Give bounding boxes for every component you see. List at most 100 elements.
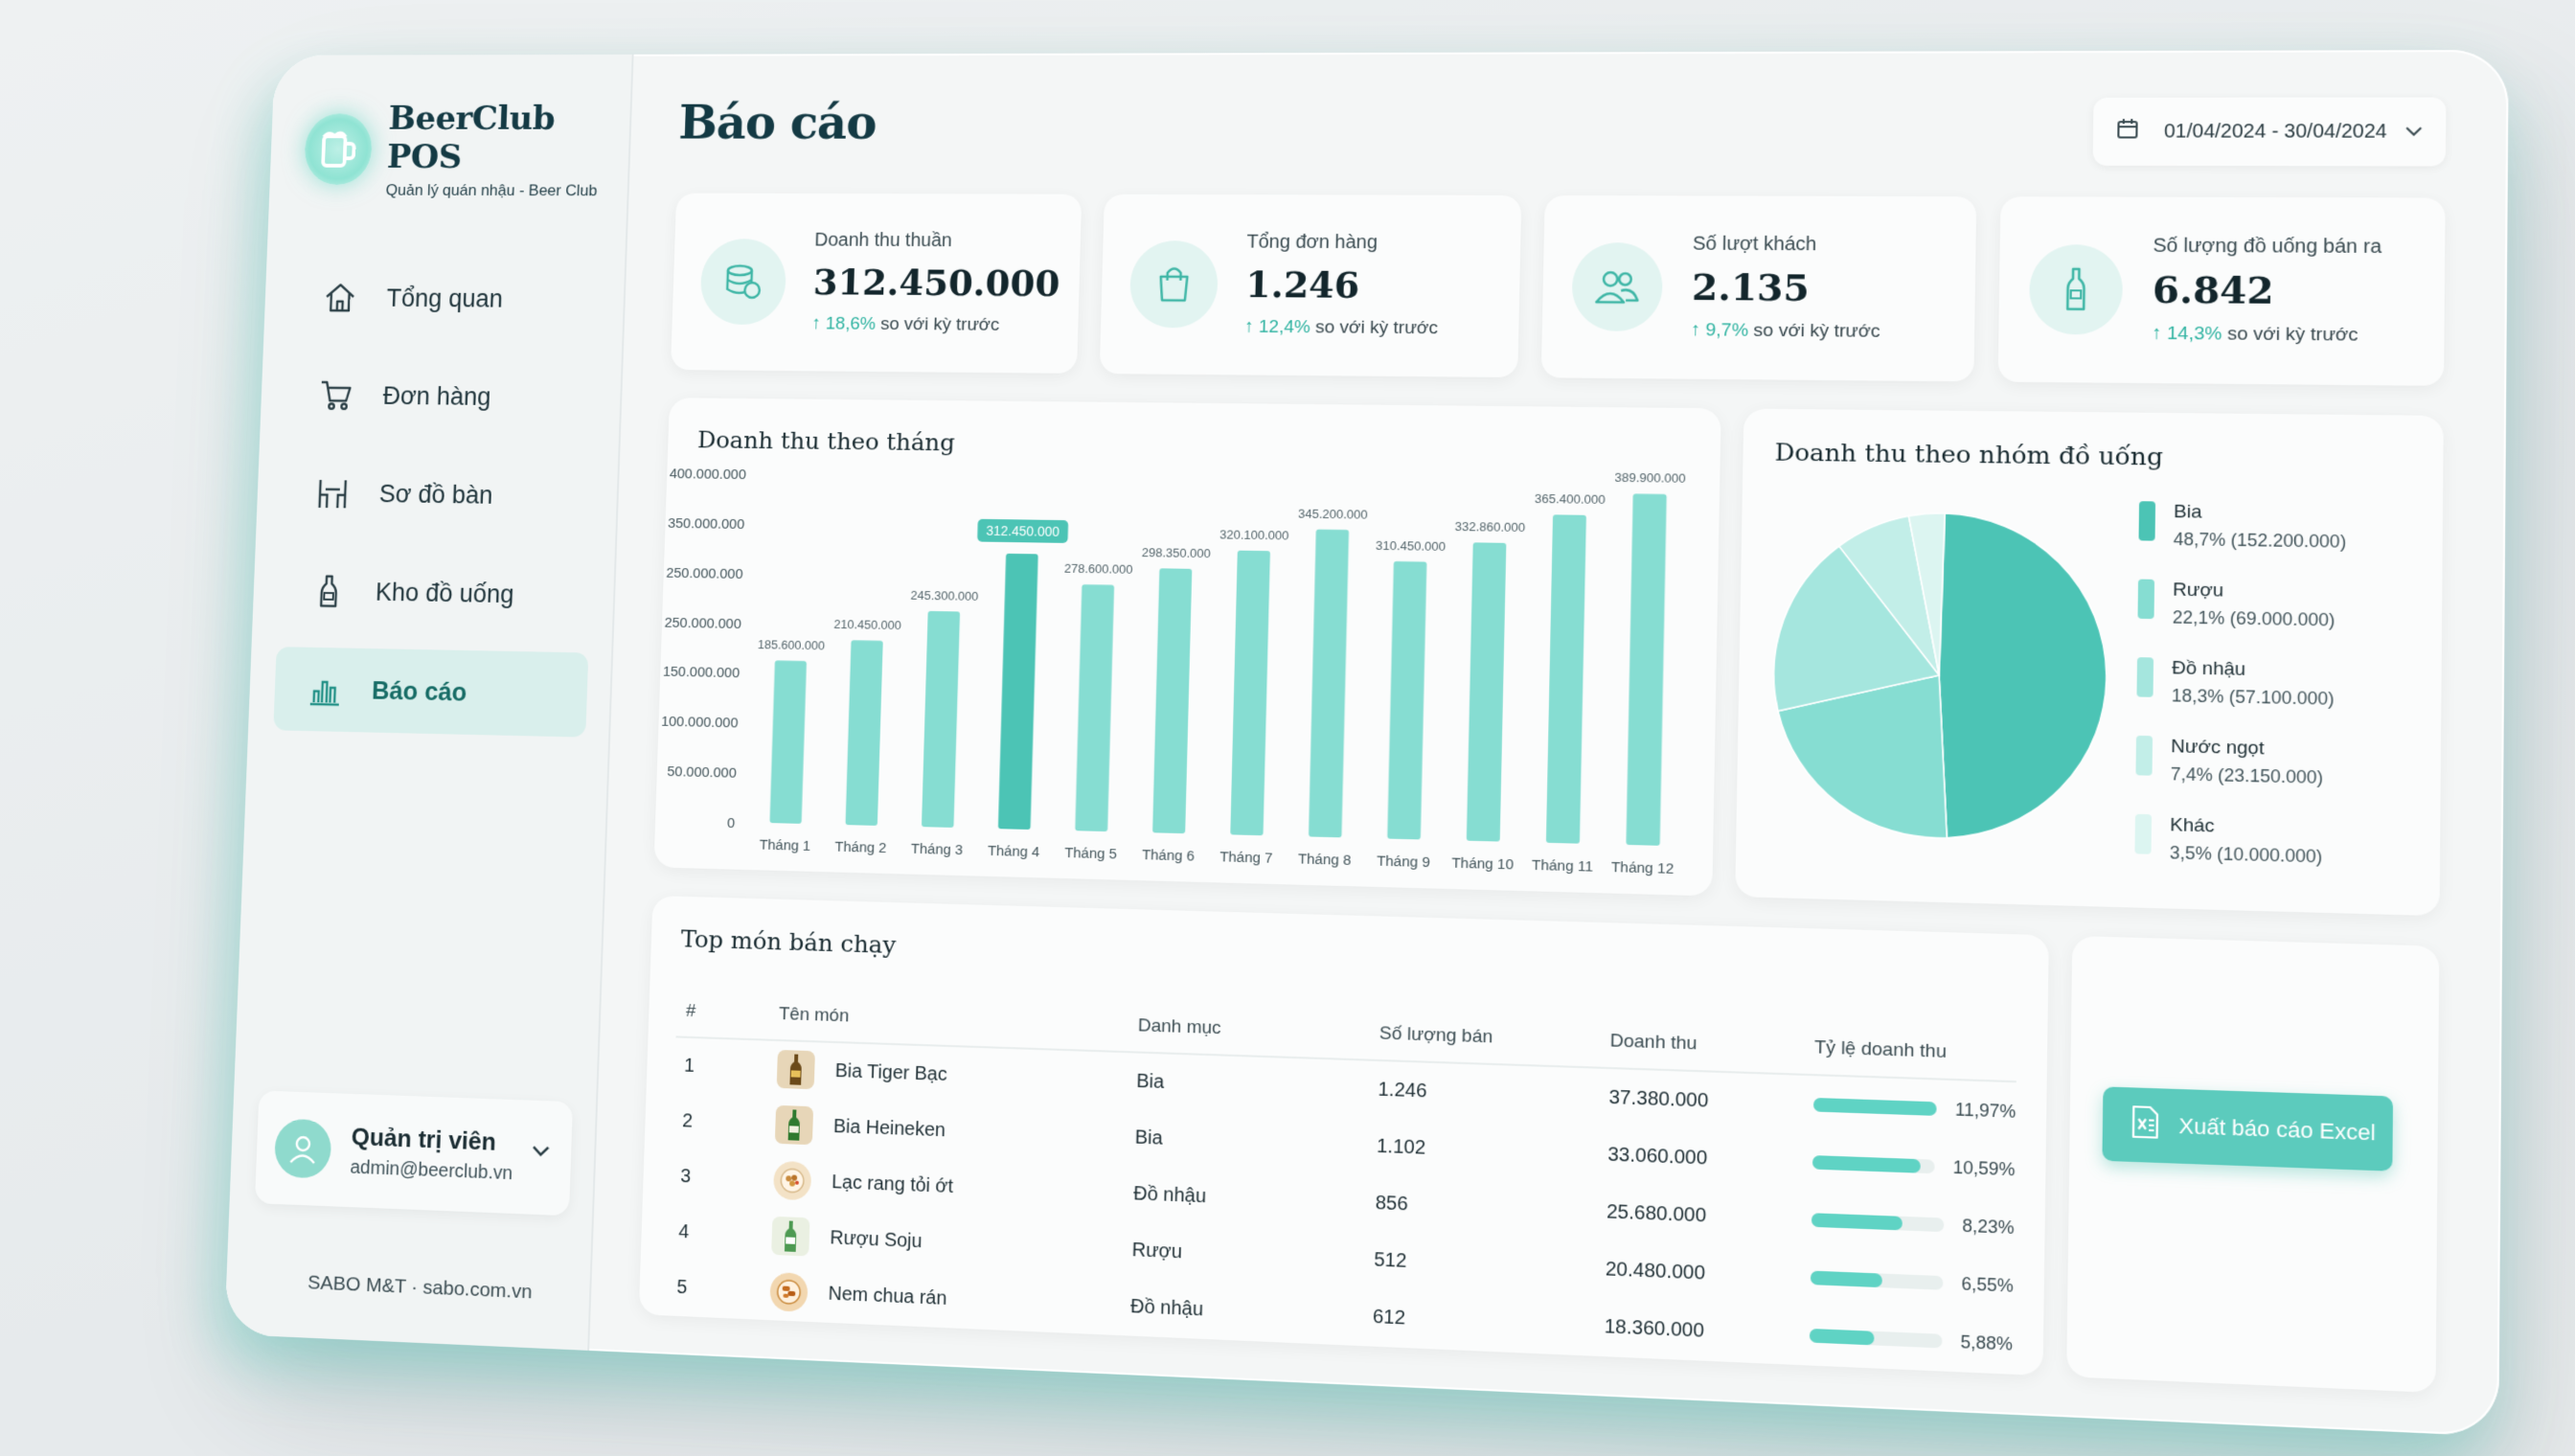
header-category[interactable]: Danh mục [1138,1015,1380,1044]
monthly-revenue-chart: Doanh thu theo tháng 400.000.000 350.000.… [653,398,1720,896]
kpi-customers[interactable]: Số lượt khách 2.135 ↑ 9,7% so với kỳ trư… [1541,195,1976,381]
kpi-drinks-sold[interactable]: Số lượng đồ uống bán ra 6.842 ↑ 14,3% so… [1997,196,2446,386]
export-label: Xuất báo cáo Excel [2178,1113,2376,1147]
item-revenue: 20.480.000 [1606,1258,1811,1289]
users-icon [1571,242,1663,331]
bar-value-label: 332.860.000 [1455,520,1526,535]
brand[interactable]: BeerClub POS Quản lý quán nhậu - Beer Cl… [303,99,630,200]
legend-value: 48,7% (152.200.000) [2174,530,2347,553]
sidebar-item-reports[interactable]: Báo cáo [273,647,588,738]
legend-item: Rượu 22,1% (69.000.000) [2137,580,2345,631]
sidebar-item-inventory[interactable]: Kho đồ uống [277,549,592,638]
x-tick-label: Tháng 1 [759,837,810,854]
item-revenue: 25.680.000 [1607,1200,1812,1231]
item-name: Bia Tiger Bạc [834,1059,947,1085]
bar-value-label: 389.900.000 [1614,471,1685,486]
kpi-value: 312.450.000 [812,261,1060,305]
bar-value-label: 185.600.000 [758,638,825,652]
kpi-net-revenue[interactable]: Doanh thu thuần 312.450.000 ↑ 18,6% so v… [671,193,1082,374]
item-quantity: 512 [1374,1249,1606,1281]
sidebar: BeerClub POS Quản lý quán nhậu - Beer Cl… [224,55,633,1351]
kpi-delta: ↑ 14,3% so với kỳ trước [2152,324,2381,347]
legend-name: Bia [2174,502,2347,526]
bar-7[interactable] [1230,551,1270,836]
header-share[interactable]: Tỷ lệ doanh thu [1814,1037,2017,1066]
date-range-value: 01/04/2024 - 30/04/2024 [2164,121,2387,144]
bar-value-label: 345.200.000 [1298,507,1368,521]
legend-swatch [2135,736,2153,776]
bar-value-label: 298.350.000 [1142,546,1211,560]
user-email: admin@beerclub.vn [350,1157,513,1185]
item-category: Bia [1134,1126,1377,1158]
share-value: 5,88% [1960,1331,2013,1354]
bar-value-label: 365.400.000 [1535,492,1606,507]
sidebar-item-table-map[interactable]: Sơ đồ bàn [281,451,595,539]
pie-slice-1[interactable] [1937,513,2108,842]
x-tick-label: Tháng 2 [834,839,886,856]
bar-5[interactable] [1075,584,1114,831]
chevron-down-icon[interactable] [531,1144,552,1163]
legend-value: 22,1% (69.000.000) [2173,607,2336,631]
bar-12[interactable] [1626,494,1666,846]
x-tick-label: Tháng 3 [911,841,963,858]
sidebar-item-overview[interactable]: Tổng quan [288,256,602,341]
y-tick-label: 350.000.000 [668,516,745,533]
y-tick-label: 250.000.000 [664,615,741,632]
legend-value: 18,3% (57.100.000) [2172,686,2335,710]
bar-8[interactable] [1309,530,1349,838]
x-tick-label: Tháng 12 [1611,860,1675,877]
item-category: Bia [1136,1070,1379,1101]
x-tick-label: Tháng 4 [988,844,1040,861]
bar-11[interactable] [1546,514,1586,843]
sidebar-item-orders[interactable]: Đơn hàng [285,353,599,440]
header-revenue[interactable]: Doanh thu [1609,1031,1814,1059]
footer-credit: SABO M&T · sabo.com.vn [308,1271,533,1304]
kpi-label: Tổng đơn hàng [1246,232,1440,255]
page-title: Báo cáo [678,95,877,149]
brand-subtitle: Quản lý quán nhậu - Beer Club [385,181,627,200]
header-quantity[interactable]: Số lượng bán [1379,1023,1610,1052]
legend-item: Nước ngọt 7,4% (23.150.000) [2135,736,2344,789]
bar-6[interactable] [1152,568,1192,833]
legend-value: 3,5% (10.000.000) [2170,843,2323,868]
item-name: Lạc rang tỏi ớt [832,1172,953,1198]
header-name[interactable]: Tên món [779,1004,1138,1036]
excel-icon [2130,1104,2161,1146]
legend-swatch [2138,580,2155,620]
date-range-picker[interactable]: 01/04/2024 - 30/04/2024 [2093,98,2447,167]
kpi-label: Số lượng đồ uống bán ra [2153,235,2381,259]
bar-10[interactable] [1467,542,1507,841]
bar-value-label: 310.450.000 [1376,538,1446,554]
item-category: Đồ nhậu [1133,1183,1376,1215]
item-quantity: 612 [1373,1306,1605,1338]
x-tick-label: Tháng 5 [1064,846,1117,863]
header-index: # [676,1001,779,1025]
share-bar [1811,1271,1944,1290]
user-menu[interactable]: Quản trị viên admin@beerclub.vn [255,1090,573,1216]
bar-value-label: 320.100.000 [1219,528,1289,542]
bar-4[interactable] [998,554,1038,830]
user-name: Quản trị viên [351,1122,514,1157]
x-tick-label: Tháng 11 [1532,857,1593,875]
bar-chart-canvas: 400.000.000350.000.000250.000.000250.000… [653,398,1720,896]
legend-name: Rượu [2173,580,2336,604]
bar-3[interactable] [922,611,960,828]
chart-icon [305,669,346,711]
pie-legend: Bia 48,7% (152.200.000) Rượu 22,1% (69.000… [2134,501,2347,899]
kpi-total-orders[interactable]: Tổng đơn hàng 1.246 ↑ 12,4% so với kỳ tr… [1099,194,1521,377]
y-tick-label: 50.000.000 [667,764,737,782]
beer-bottle-icon [775,1105,813,1145]
kpi-cards: Doanh thu thuần 312.450.000 ↑ 18,6% so v… [671,193,2446,386]
bar-9[interactable] [1387,561,1426,839]
item-category: Rượu [1131,1239,1374,1271]
export-excel-button[interactable]: Xuất báo cáo Excel [2102,1086,2393,1171]
sidebar-item-label: Đơn hàng [382,381,491,411]
legend-name: Khác [2170,815,2323,841]
avatar [274,1119,332,1179]
kpi-value: 6.842 [2153,267,2381,313]
bar-2[interactable] [846,640,883,826]
coins-icon [699,239,786,325]
bar-1[interactable] [769,661,806,824]
row-index: 2 [672,1109,776,1135]
top-items-table: Top món bán chạy # Tên món Danh mục Số l… [639,896,2049,1376]
